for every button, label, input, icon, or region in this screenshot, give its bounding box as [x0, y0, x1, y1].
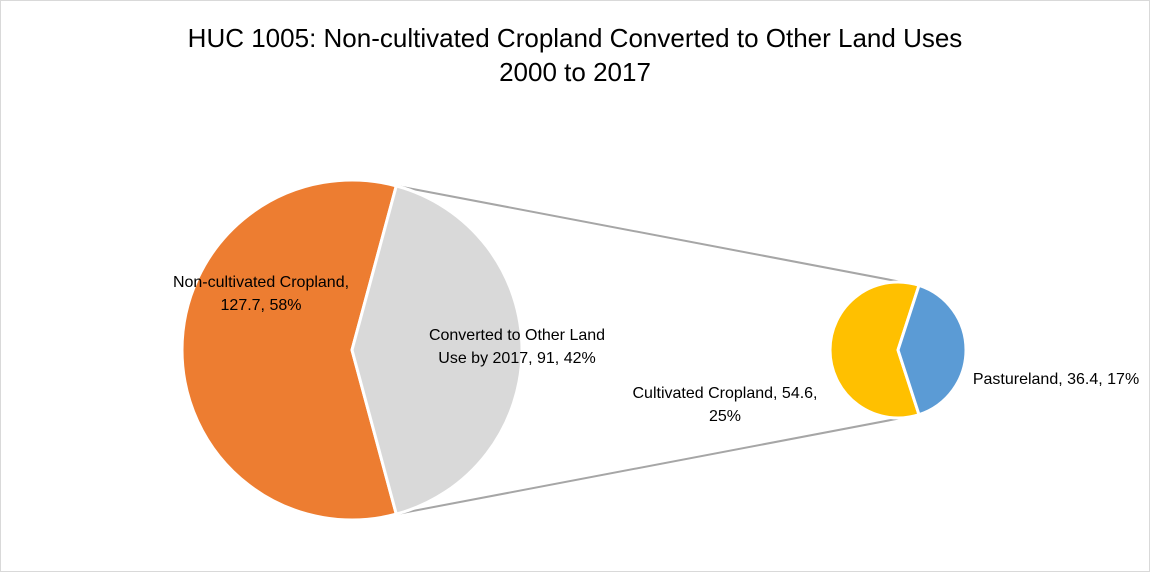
slice-pastureland — [896, 283, 968, 417]
slice-converted-to-other-land-use — [350, 184, 524, 516]
label-pastureland: Pastureland, 36.4, 17% — [973, 371, 1139, 388]
secondary-pie — [828, 280, 968, 420]
label-converted-line2: Use by 2017, 91, 42% — [438, 350, 595, 367]
primary-pie — [180, 178, 524, 522]
label-converted-line1: Converted to Other Land — [429, 327, 605, 344]
chart-subtitle: 2000 to 2017 — [499, 57, 651, 87]
slice-cultivated-cropland — [828, 280, 921, 420]
chart-title: HUC 1005: Non-cultivated Cropland Conver… — [187, 23, 963, 53]
slice-non-cultivated-cropland — [180, 178, 399, 522]
chart-title-block: HUC 1005: Non-cultivated Cropland Conver… — [1, 21, 1149, 89]
label-noncultivated-line1: Non-cultivated Cropland, — [173, 274, 349, 291]
label-cultivated-line1: Cultivated Cropland, 54.6, — [633, 385, 818, 402]
label-cultivated-line2: 25% — [709, 408, 741, 425]
connector-lines — [396, 184, 920, 516]
connector-line-top — [396, 184, 920, 287]
connector-line-bottom — [396, 413, 920, 516]
label-noncultivated-line2: 127.7, 58% — [221, 297, 302, 314]
